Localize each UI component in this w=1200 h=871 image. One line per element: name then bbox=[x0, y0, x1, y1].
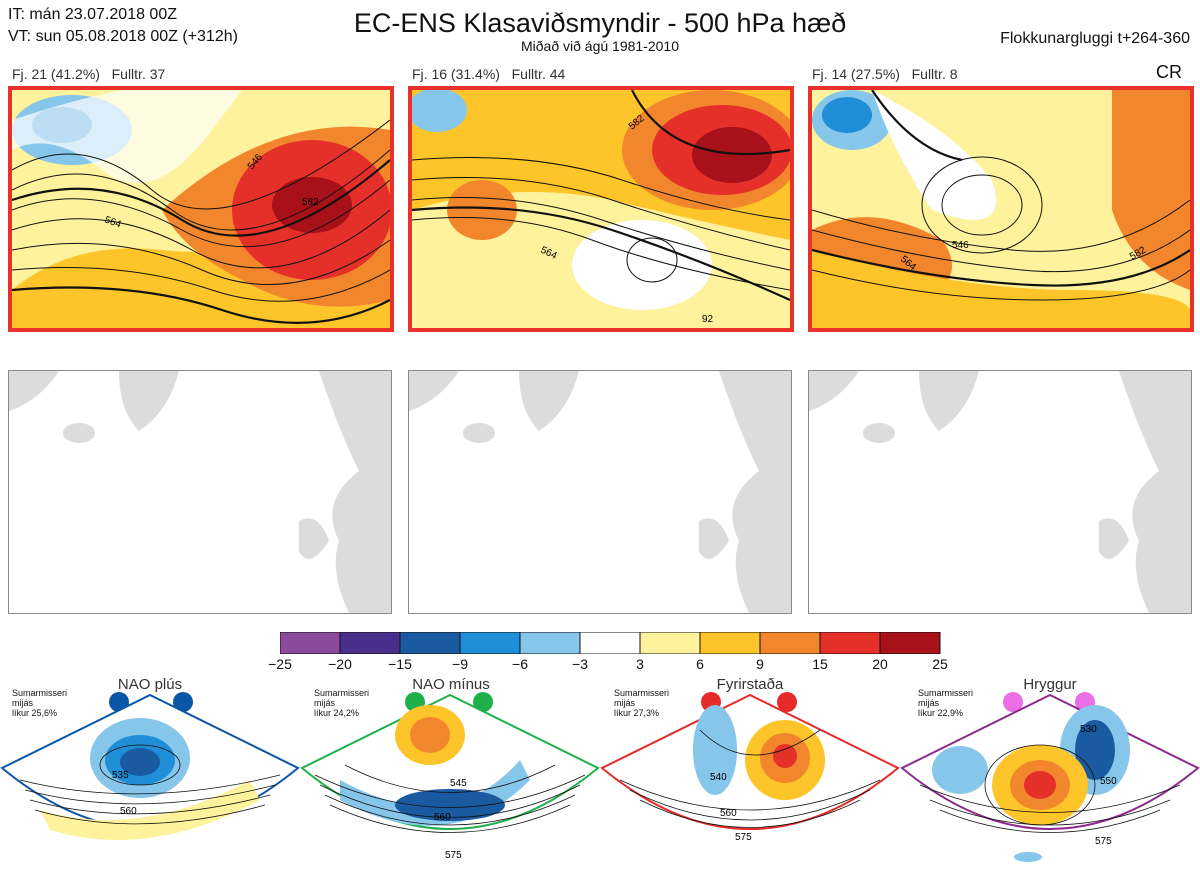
regime-3-map: 540 560 575 bbox=[600, 690, 900, 870]
colorbar-tick-label: −15 bbox=[388, 656, 412, 672]
cluster-map-3: 546 564 582 bbox=[808, 86, 1194, 332]
cluster-1-label: Fj. 21 (41.2%) Fulltr. 37 bbox=[12, 66, 166, 82]
colorbar-tick-label: −9 bbox=[452, 656, 468, 672]
colorbar-tick-label: 15 bbox=[812, 656, 828, 672]
empty-map-3 bbox=[808, 370, 1192, 614]
contour-label: 575 bbox=[445, 850, 462, 861]
colorbar-tick-label: −25 bbox=[268, 656, 292, 672]
page-subtitle: Miðað við ágú 1981-2010 bbox=[520, 38, 679, 54]
regime-3-dot-right bbox=[777, 692, 797, 712]
regime-1-note: Sumarmisseri mijás líkur 25,6% bbox=[12, 688, 68, 718]
contour-label: 92 bbox=[702, 314, 714, 325]
contour-label: 560 bbox=[120, 806, 137, 817]
cluster-3-label: Fj. 14 (27.5%) Fulltr. 8 bbox=[812, 66, 958, 82]
regime-2-map: 545 560 575 bbox=[300, 690, 600, 870]
cr-label: CR bbox=[1156, 62, 1182, 82]
regime-1-map: 535 560 bbox=[0, 690, 300, 870]
colorbar-tick-label: −6 bbox=[512, 656, 528, 672]
colorbar-swatch bbox=[759, 631, 821, 655]
contour-label: 560 bbox=[720, 808, 737, 819]
regime-2-name: NAO mínus bbox=[412, 676, 490, 693]
colorbar-swatch bbox=[819, 631, 881, 655]
contour-label: 535 bbox=[112, 770, 129, 781]
cluster-window: Flokkunargluggi t+264-360 bbox=[1000, 30, 1190, 47]
valid-time: VT: sun 05.08.2018 00Z (+312h) bbox=[8, 28, 238, 45]
contour-label: 545 bbox=[450, 778, 467, 789]
colorbar-swatch bbox=[459, 631, 521, 655]
header-left: IT: mán 23.07.2018 00Z VT: sun 05.08.201… bbox=[8, 4, 238, 48]
regime-3-name: Fyrirstaða bbox=[716, 676, 784, 693]
page-title: EC-ENS Klasaviðsmyndir - 500 hPa hæð bbox=[353, 8, 847, 38]
colorbar-tick-label: −20 bbox=[328, 656, 352, 672]
regime-4-name: Hryggur bbox=[1023, 676, 1077, 693]
colorbar-swatch bbox=[519, 631, 581, 655]
colorbar bbox=[279, 631, 944, 659]
regime-3-note: Sumarmisseri mijás líkur 27,3% bbox=[614, 688, 670, 718]
colorbar-swatch bbox=[399, 631, 461, 655]
regime-4-map: 530 550 575 bbox=[900, 690, 1200, 870]
colorbar-swatch bbox=[579, 631, 641, 655]
colorbar-swatch bbox=[879, 631, 941, 655]
cluster-map-1: 564 546 582 bbox=[8, 86, 394, 332]
regime-2-note: Sumarmisseri mijás líkur 24,2% bbox=[314, 688, 370, 718]
regime-2-dot-right bbox=[473, 692, 493, 712]
cluster-2-label: Fj. 16 (31.4%) Fulltr. 44 bbox=[412, 66, 566, 82]
colorbar-swatches bbox=[279, 631, 941, 655]
initial-time: IT: mán 23.07.2018 00Z bbox=[8, 6, 177, 23]
colorbar-swatch bbox=[699, 631, 761, 655]
colorbar-tick-label: 3 bbox=[636, 656, 644, 672]
colorbar-tick-label: 6 bbox=[696, 656, 704, 672]
cluster-map-2: 564 582 92 bbox=[408, 86, 794, 332]
colorbar-tick-label: 25 bbox=[932, 656, 948, 672]
contour-label: 560 bbox=[434, 812, 451, 823]
contour-label: 550 bbox=[1100, 776, 1117, 787]
contour-label: 575 bbox=[1095, 836, 1112, 847]
contour-label: 546 bbox=[952, 240, 969, 251]
colorbar-swatch bbox=[279, 631, 341, 655]
colorbar-swatch bbox=[639, 631, 701, 655]
regime-4-dot-left bbox=[1003, 692, 1023, 712]
colorbar-swatch bbox=[339, 631, 401, 655]
regime-1-dot-right bbox=[173, 692, 193, 712]
empty-map-2 bbox=[408, 370, 792, 614]
contour-label: 540 bbox=[710, 772, 727, 783]
regime-4-note: Sumarmisseri mijás líkur 22,9% bbox=[918, 688, 974, 718]
contour-label: 582 bbox=[302, 197, 319, 208]
contour-label: 575 bbox=[735, 832, 752, 843]
regime-1-name: NAO plús bbox=[117, 676, 183, 693]
colorbar-tick-label: −3 bbox=[572, 656, 588, 672]
colorbar-tick-label: 9 bbox=[756, 656, 764, 672]
empty-map-1 bbox=[8, 370, 392, 614]
contour-label: 530 bbox=[1080, 724, 1097, 735]
colorbar-tick-label: 20 bbox=[872, 656, 888, 672]
